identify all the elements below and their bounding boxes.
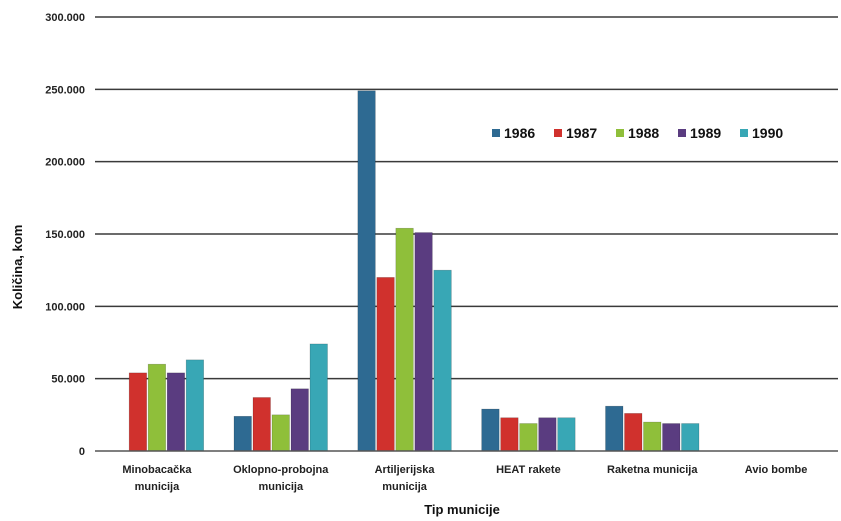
x-category-label: Minobacačka <box>122 464 192 476</box>
y-tick-label: 50.000 <box>51 374 85 386</box>
bar-1988 <box>519 423 538 452</box>
legend-label: 1986 <box>504 125 535 141</box>
x-axis-categories: Minobacačka municija Oklopno-probojna munic… <box>122 464 807 493</box>
legend-swatch-1989 <box>678 129 686 137</box>
bar-1986 <box>605 405 624 452</box>
x-category-label: Oklopno-probojna <box>233 464 329 476</box>
bar-1987 <box>376 277 395 452</box>
bar-1990 <box>557 417 576 452</box>
bar-1988 <box>147 363 166 452</box>
legend-swatch-1987 <box>554 129 562 137</box>
bar-1989 <box>538 417 557 452</box>
bar-1990 <box>309 343 328 452</box>
bar-1987 <box>128 372 147 452</box>
legend-swatch-1988 <box>616 129 624 137</box>
grid-lines <box>95 16 838 380</box>
y-tick-label: 150.000 <box>45 229 85 241</box>
legend-label: 1990 <box>752 125 783 141</box>
bar-1986 <box>357 90 376 452</box>
legend-swatch-1986 <box>492 129 500 137</box>
x-category-label: Avio bombe <box>745 464 808 476</box>
bars <box>128 90 700 452</box>
bar-1989 <box>166 372 185 452</box>
bar-1986 <box>233 415 252 452</box>
x-axis-title: Tip municije <box>424 502 500 517</box>
legend-swatch-1990 <box>740 129 748 137</box>
y-tick-label: 300.000 <box>45 12 85 24</box>
bar-1986 <box>481 408 500 452</box>
bar-1990 <box>185 359 204 452</box>
bar-1987 <box>500 417 519 452</box>
x-category-label: municija <box>258 481 304 493</box>
x-category-label: HEAT rakete <box>496 464 561 476</box>
legend: 1986 1987 1988 1989 1990 <box>492 125 783 141</box>
bar-1988 <box>643 421 662 452</box>
bar-1990 <box>433 269 452 452</box>
y-axis-title: Količina, kom <box>10 225 25 310</box>
legend-label: 1989 <box>690 125 721 141</box>
bar-1987 <box>624 413 643 452</box>
x-category-label: Raketna municija <box>607 464 698 476</box>
bar-1988 <box>395 227 414 452</box>
y-tick-label: 100.000 <box>45 301 85 313</box>
y-axis-ticks: 0 50.000 100.000 150.000 200.000 250.000 300.0… <box>45 12 85 458</box>
legend-label: 1987 <box>566 125 597 141</box>
y-tick-label: 0 <box>79 446 85 458</box>
y-tick-label: 250.000 <box>45 84 85 96</box>
bar-1988 <box>271 414 290 452</box>
bar-1989 <box>414 232 433 452</box>
bar-1987 <box>252 397 271 452</box>
bar-1989 <box>662 423 681 452</box>
x-category-label: municija <box>382 481 428 493</box>
x-category-label: Artiljerijska <box>375 464 436 476</box>
bar-1989 <box>290 388 309 452</box>
legend-label: 1988 <box>628 125 659 141</box>
bar-1990 <box>681 423 700 452</box>
y-tick-label: 200.000 <box>45 157 85 169</box>
x-category-label: municija <box>135 481 181 493</box>
